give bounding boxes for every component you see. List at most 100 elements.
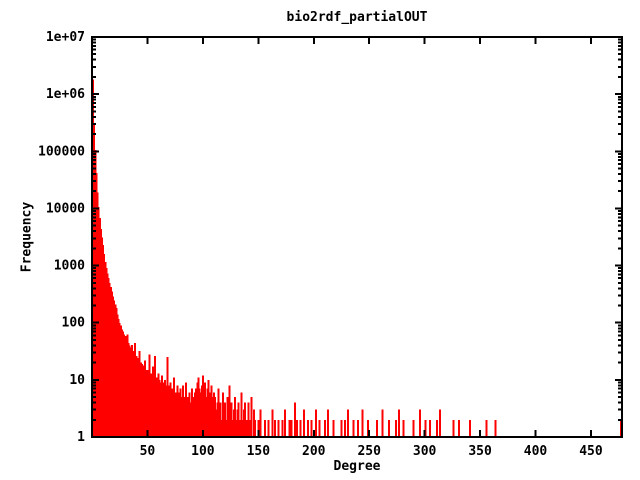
bar xyxy=(318,419,321,437)
bar xyxy=(177,392,180,437)
bar xyxy=(107,278,110,437)
bar xyxy=(220,419,223,437)
bar xyxy=(181,385,184,437)
y-tick-label: 1 xyxy=(77,430,85,445)
bar xyxy=(102,244,105,437)
bar xyxy=(271,409,274,437)
bar xyxy=(226,397,229,437)
bar xyxy=(237,402,240,437)
histogram-bars xyxy=(92,79,622,438)
x-tick-label: 200 xyxy=(302,444,326,459)
bar xyxy=(135,356,138,437)
bar xyxy=(145,369,148,437)
bar xyxy=(452,419,455,437)
bar xyxy=(254,419,256,437)
bar xyxy=(109,287,112,437)
bar xyxy=(227,409,230,437)
bar xyxy=(127,343,130,437)
bar xyxy=(246,419,249,437)
bar xyxy=(139,362,142,437)
bar xyxy=(101,237,103,437)
bar xyxy=(188,392,191,437)
bar xyxy=(164,379,167,437)
bar xyxy=(210,385,213,437)
bar xyxy=(150,375,153,437)
bar xyxy=(347,409,350,437)
bar xyxy=(494,419,497,437)
bar xyxy=(216,402,219,437)
bar xyxy=(144,360,147,437)
bar xyxy=(162,382,164,437)
bar xyxy=(156,379,159,437)
bar xyxy=(211,397,214,437)
bar xyxy=(124,336,127,437)
bar xyxy=(118,323,121,437)
bar xyxy=(191,402,194,437)
bar xyxy=(215,409,218,437)
bar xyxy=(103,253,106,437)
bar xyxy=(169,382,172,437)
chart-title: bio2rdf_partialOUT xyxy=(286,10,428,25)
bar xyxy=(196,382,199,437)
bar xyxy=(435,419,438,437)
bar xyxy=(200,385,203,437)
bar xyxy=(201,375,204,437)
bar xyxy=(186,397,189,437)
bar xyxy=(179,388,182,437)
bar xyxy=(111,291,113,437)
bar xyxy=(165,385,168,437)
bar xyxy=(134,343,137,437)
bar xyxy=(176,385,179,437)
bar xyxy=(213,392,215,437)
bar xyxy=(234,397,236,437)
bar xyxy=(140,363,143,437)
bar xyxy=(116,314,119,437)
bar xyxy=(264,419,266,437)
bar xyxy=(187,397,190,437)
bar xyxy=(92,79,95,437)
x-tick-label: 450 xyxy=(579,444,603,459)
bar xyxy=(159,382,162,437)
x-tick-label: 50 xyxy=(140,444,156,459)
bar xyxy=(155,377,158,437)
bar xyxy=(214,397,217,437)
bar xyxy=(163,385,166,437)
bar xyxy=(112,296,115,437)
bar xyxy=(248,419,251,437)
bar xyxy=(175,392,178,437)
y-axis-label: Frequency xyxy=(19,201,35,273)
x-tick-label: 250 xyxy=(357,444,381,459)
bar xyxy=(619,419,622,437)
bar xyxy=(412,419,415,437)
bar xyxy=(157,373,160,437)
bar xyxy=(283,409,286,437)
bar xyxy=(138,351,141,437)
bar xyxy=(250,397,253,437)
bar xyxy=(98,218,101,437)
bar xyxy=(105,268,108,437)
bar xyxy=(115,308,118,437)
bar xyxy=(469,419,472,437)
bar xyxy=(267,419,270,437)
bar xyxy=(117,319,120,437)
bar xyxy=(203,392,205,437)
bar xyxy=(207,379,210,437)
x-tick-label: 300 xyxy=(413,444,437,459)
y-tick-label: 10 xyxy=(69,373,85,388)
bar xyxy=(217,388,220,437)
bar xyxy=(273,419,276,437)
bar xyxy=(381,409,384,437)
bar xyxy=(168,388,171,437)
bar xyxy=(230,402,233,437)
bar xyxy=(244,402,246,437)
bar xyxy=(133,353,136,437)
bar xyxy=(183,397,185,437)
bar xyxy=(104,262,107,437)
y-tick-label: 1e+06 xyxy=(46,87,85,102)
bar xyxy=(184,397,187,437)
x-tick-label: 400 xyxy=(524,444,548,459)
bar xyxy=(167,385,170,437)
bar xyxy=(221,392,224,437)
